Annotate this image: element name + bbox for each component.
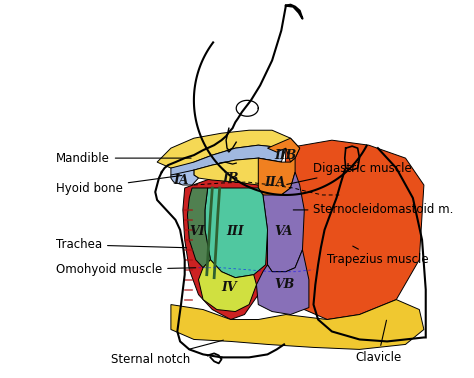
Polygon shape xyxy=(157,130,300,168)
Polygon shape xyxy=(171,300,424,349)
Text: Digastric muscle: Digastric muscle xyxy=(287,161,412,184)
Polygon shape xyxy=(187,188,210,268)
Text: IA: IA xyxy=(173,174,189,186)
Text: Trapezius muscle: Trapezius muscle xyxy=(328,246,429,266)
Polygon shape xyxy=(199,260,256,311)
Polygon shape xyxy=(267,138,300,162)
Polygon shape xyxy=(194,158,286,188)
Polygon shape xyxy=(171,170,199,185)
Text: IIB: IIB xyxy=(275,149,297,162)
Text: IV: IV xyxy=(221,281,237,294)
Polygon shape xyxy=(263,172,304,272)
Text: Mandible: Mandible xyxy=(56,152,191,164)
Polygon shape xyxy=(281,140,424,319)
Text: Sternocleidomastoid m.: Sternocleidomastoid m. xyxy=(293,203,454,217)
Polygon shape xyxy=(205,188,267,278)
Text: VI: VI xyxy=(189,225,204,239)
Text: Trachea: Trachea xyxy=(56,238,186,251)
Text: Omohyoid muscle: Omohyoid muscle xyxy=(56,263,196,276)
Text: IB: IB xyxy=(222,172,239,184)
Text: Hyoid bone: Hyoid bone xyxy=(56,175,182,195)
Polygon shape xyxy=(256,250,309,314)
Text: VB: VB xyxy=(274,278,294,291)
Polygon shape xyxy=(171,145,286,175)
Polygon shape xyxy=(183,175,272,319)
Text: Clavicle: Clavicle xyxy=(355,320,401,364)
Text: III: III xyxy=(227,225,244,239)
Text: IIA: IIA xyxy=(264,175,286,189)
Text: Sternal notch: Sternal notch xyxy=(111,340,223,366)
Polygon shape xyxy=(258,158,295,198)
Text: VA: VA xyxy=(275,225,293,239)
